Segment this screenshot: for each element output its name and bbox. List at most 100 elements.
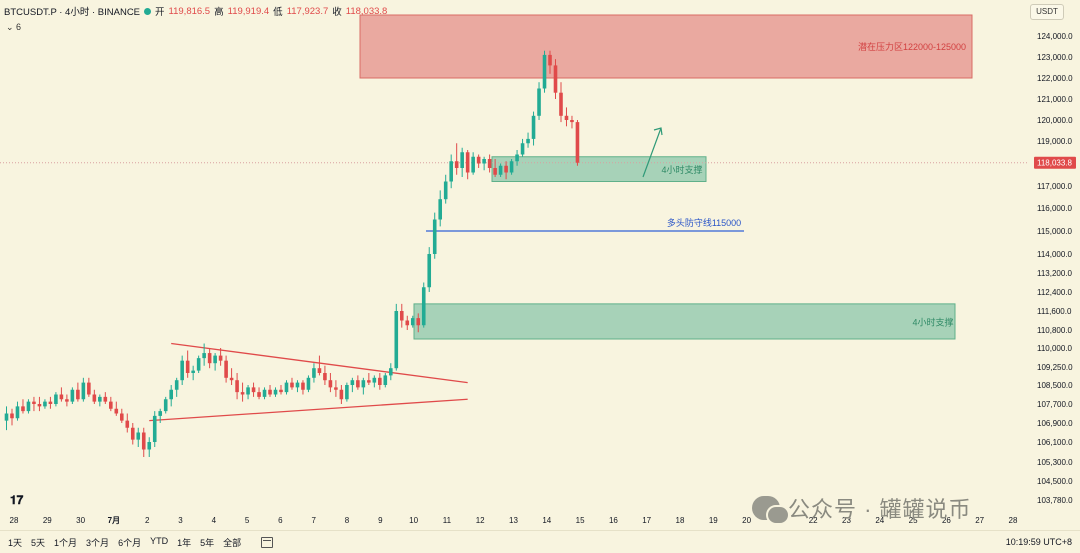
candle-body[interactable] — [531, 115, 536, 139]
candle-body[interactable] — [114, 408, 119, 414]
candle-body[interactable] — [26, 401, 31, 412]
candle-body[interactable] — [130, 427, 135, 440]
candle-body[interactable] — [87, 382, 91, 395]
candle-body[interactable] — [246, 387, 250, 395]
timeframe-button[interactable]: 3个月 — [86, 537, 110, 548]
candle-body[interactable] — [553, 65, 558, 93]
candle-body[interactable] — [443, 181, 448, 200]
candle-body[interactable] — [564, 115, 569, 120]
candle-body[interactable] — [361, 380, 366, 388]
candle-body[interactable] — [185, 360, 190, 373]
candle-body[interactable] — [438, 199, 443, 220]
timeframe-button[interactable]: YTD — [150, 535, 169, 546]
currency-selector[interactable]: USDT — [1030, 4, 1064, 20]
candle-body[interactable] — [147, 442, 152, 450]
candle-body[interactable] — [389, 368, 393, 376]
candle-body[interactable] — [476, 156, 481, 164]
candle-body[interactable] — [460, 152, 464, 168]
candle-body[interactable] — [15, 406, 20, 419]
candle-body[interactable] — [136, 432, 141, 440]
timeframe-button[interactable]: 5年 — [200, 537, 215, 548]
candle-body[interactable] — [487, 159, 492, 168]
candle-body[interactable] — [4, 413, 9, 421]
candle-body[interactable] — [449, 161, 453, 182]
timeframe-button[interactable]: 1天 — [8, 537, 23, 548]
candle-body[interactable] — [48, 401, 53, 404]
candle-body[interactable] — [32, 401, 36, 404]
candle-body[interactable] — [191, 370, 195, 373]
candle-body[interactable] — [273, 389, 278, 395]
candle-body[interactable] — [328, 380, 333, 388]
candle-body[interactable] — [306, 377, 311, 390]
candle-body[interactable] — [482, 159, 486, 164]
candle-body[interactable] — [218, 355, 223, 361]
candle-body[interactable] — [125, 420, 130, 428]
candle-body[interactable] — [548, 54, 552, 66]
candle-body[interactable] — [312, 368, 316, 378]
candle-body[interactable] — [537, 88, 541, 116]
tradingview-logo[interactable]: 𝟏𝟕 — [10, 493, 24, 507]
candle-body[interactable] — [169, 389, 173, 400]
candle-body[interactable] — [59, 394, 64, 400]
candle-body[interactable] — [378, 377, 382, 385]
timeframe-button[interactable]: 全部 — [223, 537, 242, 548]
candle-body[interactable] — [383, 375, 388, 385]
zone-green-1[interactable] — [491, 156, 707, 182]
candle-body[interactable] — [163, 399, 168, 412]
candle-body[interactable] — [21, 406, 25, 412]
candle-body[interactable] — [262, 389, 267, 397]
trendline-ascending-support[interactable] — [149, 398, 468, 422]
candle-body[interactable] — [394, 311, 399, 369]
candle-body[interactable] — [421, 287, 426, 326]
candle-body[interactable] — [257, 392, 261, 397]
candle-body[interactable] — [356, 380, 360, 388]
candle-body[interactable] — [174, 380, 179, 390]
candle-body[interactable] — [196, 358, 201, 371]
symbol-title[interactable]: BTCUSDT.P · 4小时 · BINANCE — [4, 7, 141, 18]
candle-body[interactable] — [251, 387, 256, 393]
candle-body[interactable] — [213, 355, 217, 364]
candle-body[interactable] — [202, 353, 206, 359]
zone-green-2[interactable] — [413, 303, 956, 340]
candle-body[interactable] — [405, 320, 410, 326]
indicators-toggle[interactable]: ⌄ 6 — [6, 22, 22, 32]
candle-body[interactable] — [509, 161, 514, 173]
candle-body[interactable] — [465, 152, 470, 173]
candle-body[interactable] — [520, 143, 525, 155]
candle-body[interactable] — [43, 401, 47, 407]
candle-body[interactable] — [119, 413, 124, 421]
candle-body[interactable] — [526, 138, 530, 144]
candle-body[interactable] — [367, 380, 371, 383]
candle-body[interactable] — [498, 165, 503, 175]
candle-body[interactable] — [180, 360, 184, 381]
candle-body[interactable] — [432, 219, 437, 255]
candle-body[interactable] — [504, 165, 508, 173]
timeframe-button[interactable]: 1年 — [177, 537, 192, 548]
candle-body[interactable] — [81, 382, 86, 400]
candle-body[interactable] — [92, 394, 97, 402]
candle-body[interactable] — [454, 161, 459, 168]
candle-body[interactable] — [570, 120, 574, 123]
candle-body[interactable] — [268, 389, 272, 395]
candle-body[interactable] — [372, 377, 377, 383]
candle-body[interactable] — [515, 154, 519, 162]
candle-body[interactable] — [103, 396, 108, 402]
candle-body[interactable] — [301, 382, 305, 390]
candle-body[interactable] — [493, 168, 497, 175]
candle-body[interactable] — [235, 380, 239, 393]
candle-body[interactable] — [410, 318, 415, 326]
candle-body[interactable] — [10, 413, 14, 419]
candle-body[interactable] — [54, 394, 58, 405]
candle-body[interactable] — [317, 368, 322, 373]
candle-body[interactable] — [334, 387, 338, 390]
candle-body[interactable] — [229, 377, 234, 381]
candle-body[interactable] — [70, 389, 75, 402]
candle-body[interactable] — [76, 389, 80, 400]
candle-body[interactable] — [109, 401, 113, 409]
candle-body[interactable] — [345, 385, 349, 400]
candle-body[interactable] — [279, 389, 283, 393]
candle-body[interactable] — [575, 122, 580, 163]
candle-body[interactable] — [37, 404, 42, 407]
candle-body[interactable] — [416, 318, 421, 326]
candle-body[interactable] — [284, 382, 289, 393]
